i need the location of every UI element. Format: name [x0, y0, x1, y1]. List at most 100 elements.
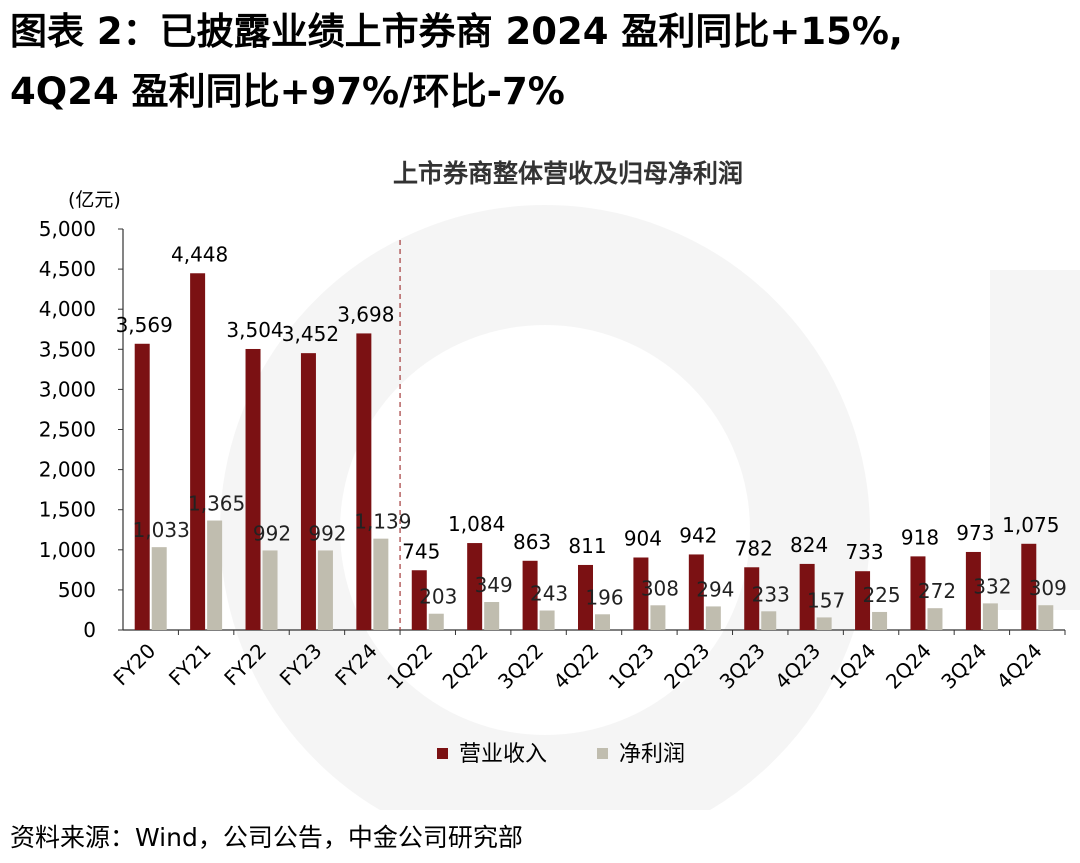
bar-revenue: [190, 273, 206, 630]
chart-title: 上市券商整体营收及归母净利润: [393, 159, 743, 188]
figure-title-line1: 图表 2：已披露业绩上市券商 2024 盈利同比+15%,: [10, 10, 903, 53]
data-label-revenue: 4,448: [171, 242, 228, 266]
bar-net-profit: [927, 608, 943, 630]
y-tick-label: 4,000: [39, 297, 96, 321]
y-tick-label: 2,500: [39, 418, 96, 442]
data-labels: 3,569 1,033 4,448 1,365 3,504 992 3,452 992 3,69…: [116, 242, 1067, 612]
data-label-revenue: 811: [568, 534, 606, 558]
data-label-revenue: 745: [402, 539, 440, 563]
x-tick-label: 2Q24: [881, 639, 936, 694]
x-tick-label: 3Q22: [493, 639, 548, 694]
bars: [134, 273, 1054, 630]
bar-revenue: [300, 353, 316, 630]
x-tick-label: 2Q22: [438, 639, 493, 694]
data-label-net-profit: 992: [253, 521, 291, 545]
bar-net-profit: [872, 611, 888, 630]
data-label-revenue: 733: [845, 540, 883, 564]
data-label-net-profit: 349: [475, 573, 513, 597]
y-tick-label: 500: [58, 578, 96, 602]
y-tick-label: 1,500: [39, 498, 96, 522]
legend-label: 营业收入: [459, 742, 547, 767]
data-label-net-profit: 203: [419, 585, 457, 609]
bar-net-profit: [982, 603, 998, 630]
bar-revenue: [799, 563, 815, 630]
data-label-net-profit: 309: [1029, 576, 1067, 600]
bar-net-profit: [151, 547, 167, 630]
bar-net-profit: [484, 602, 500, 630]
y-tick-label: 1,000: [39, 538, 96, 562]
data-label-net-profit: 243: [530, 582, 568, 606]
legend: 营业收入 净利润: [437, 742, 685, 767]
data-label-net-profit: 233: [752, 582, 790, 606]
y-tick-label: 4,500: [39, 257, 96, 281]
y-tick-label: 0: [83, 618, 96, 642]
bar-net-profit: [428, 613, 444, 630]
bar-net-profit: [539, 610, 555, 630]
data-label-net-profit: 225: [862, 583, 900, 607]
data-label-net-profit: 196: [585, 585, 623, 609]
bar-revenue: [356, 333, 372, 630]
y-tick-label: 5,000: [39, 217, 96, 241]
y-tick-label: 3,000: [39, 377, 96, 401]
data-label-revenue: 3,569: [116, 313, 173, 337]
source-note: 资料来源：Wind，公司公告，中金公司研究部: [10, 823, 523, 852]
bar-net-profit: [595, 614, 610, 630]
bar-revenue: [688, 554, 704, 630]
bar-revenue: [910, 556, 926, 630]
bar-revenue: [855, 571, 871, 630]
data-label-revenue: 1,084: [448, 512, 505, 536]
data-label-revenue: 3,504: [226, 318, 283, 342]
bar-net-profit: [761, 611, 777, 630]
bar-net-profit: [262, 550, 278, 630]
y-axis: 0 500 1,000 1,500 2,000 2,500 3,000 3,500 4,000 4…: [39, 217, 124, 642]
bar-revenue: [578, 564, 593, 630]
x-tick-label: 1Q23: [604, 639, 659, 694]
bar-revenue: [744, 567, 760, 630]
figure-title: 图表 2：已披露业绩上市券商 2024 盈利同比+15%, 4Q24 盈利同比+…: [10, 2, 1075, 122]
data-label-net-profit: 308: [641, 576, 679, 600]
data-label-revenue: 904: [624, 526, 662, 550]
data-label-net-profit: 332: [973, 574, 1011, 598]
legend-swatch: [597, 748, 608, 759]
chart: 上市券商整体营收及归母净利润 (亿元) 0 500 1,000 1,500 2,000 2…: [39, 159, 1080, 810]
x-tick-label: 4Q22: [548, 639, 603, 694]
bar-revenue: [633, 557, 649, 630]
bar-net-profit: [705, 606, 721, 630]
data-label-net-profit: 157: [807, 588, 845, 612]
x-tick-label: 3Q24: [936, 639, 991, 694]
bar-revenue: [522, 560, 538, 630]
bar-revenue: [245, 348, 261, 630]
data-label-revenue: 1,075: [1002, 513, 1059, 537]
legend-swatch: [437, 748, 448, 759]
data-label-revenue: 863: [513, 530, 551, 554]
data-label-revenue: 973: [956, 521, 994, 545]
bar-revenue: [467, 543, 483, 630]
data-label-revenue: 3,452: [282, 322, 339, 346]
bar-revenue: [134, 343, 150, 630]
figure-title-line2: 4Q24 盈利同比+97%/环比-7%: [10, 70, 565, 113]
bar-net-profit: [373, 538, 389, 630]
x-tick-label: FY20: [109, 639, 161, 691]
y-tick-label: 3,500: [39, 337, 96, 361]
data-label-net-profit: 1,365: [188, 492, 245, 516]
data-label-net-profit: 992: [308, 521, 346, 545]
data-label-net-profit: 1,139: [354, 510, 411, 534]
bar-revenue: [411, 570, 427, 630]
data-label-revenue: 3,698: [337, 302, 394, 326]
bar-revenue: [1021, 543, 1037, 630]
data-label-revenue: 782: [735, 536, 773, 560]
data-label-revenue: 942: [679, 523, 717, 547]
bar-net-profit: [207, 520, 223, 630]
data-label-revenue: 918: [901, 525, 939, 549]
data-label-revenue: 824: [790, 533, 828, 557]
bar-net-profit: [650, 605, 666, 630]
legend-label: 净利润: [619, 742, 685, 767]
data-label-net-profit: 1,033: [133, 518, 190, 542]
bar-net-profit: [816, 617, 832, 630]
x-tick-label: 4Q24: [992, 639, 1047, 694]
bar-revenue: [965, 551, 981, 630]
bar-net-profit: [317, 550, 333, 630]
y-axis-label: (亿元): [68, 189, 121, 211]
bar-net-profit: [1038, 605, 1054, 630]
data-label-net-profit: 294: [696, 577, 734, 601]
